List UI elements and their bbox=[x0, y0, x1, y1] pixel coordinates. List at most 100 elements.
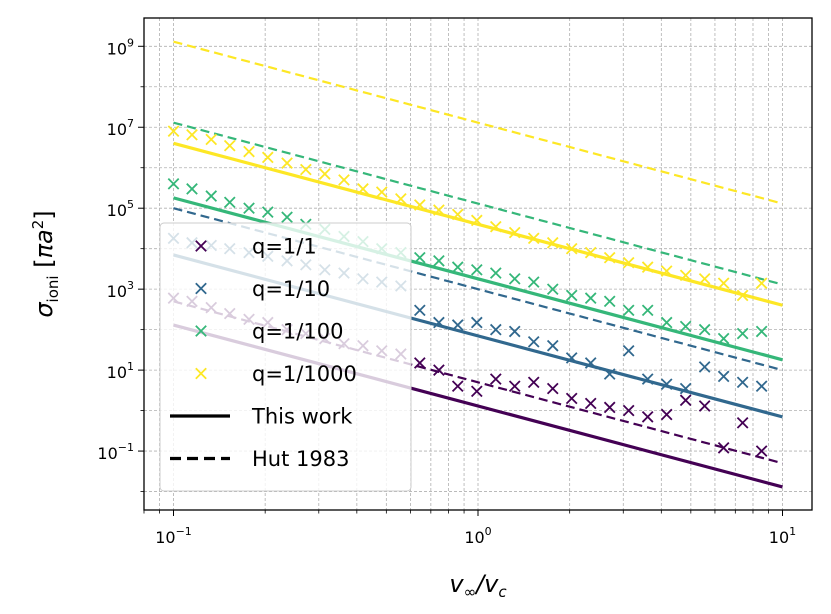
x-axis-title: v∞/vc bbox=[449, 570, 507, 601]
data-point bbox=[413, 199, 426, 211]
grid bbox=[143, 18, 812, 510]
data-point bbox=[508, 272, 521, 285]
data-point bbox=[433, 316, 445, 329]
data-point bbox=[318, 168, 331, 180]
legend-entry: q=1/100 bbox=[195, 320, 343, 344]
data-point bbox=[508, 380, 521, 393]
data-point bbox=[261, 206, 274, 218]
data-point bbox=[660, 316, 673, 329]
legend-marker bbox=[195, 367, 207, 380]
data-point bbox=[508, 226, 521, 239]
data-point bbox=[679, 269, 692, 282]
data-point bbox=[243, 145, 255, 158]
data-point bbox=[546, 382, 559, 395]
data-point bbox=[489, 373, 502, 385]
data-point bbox=[546, 236, 559, 249]
y-axis-title: σioni [πa2] bbox=[29, 210, 62, 317]
data-point bbox=[717, 332, 730, 345]
legend-entry: This work bbox=[170, 405, 353, 429]
data-point bbox=[451, 380, 464, 393]
data-point bbox=[622, 344, 635, 357]
y-tick-label: 105 bbox=[107, 198, 134, 220]
data-point bbox=[717, 277, 730, 290]
legend-marker bbox=[195, 282, 207, 295]
series-4 bbox=[167, 40, 783, 307]
legend-label: q=1/100 bbox=[252, 320, 343, 344]
data-point bbox=[413, 251, 426, 264]
x-tick-label: 10−1 bbox=[155, 525, 192, 547]
data-point bbox=[357, 183, 369, 195]
y-tick-label: 10−1 bbox=[97, 441, 134, 463]
data-point bbox=[527, 276, 540, 288]
data-point bbox=[736, 327, 749, 340]
this-work-line bbox=[173, 141, 783, 307]
data-point bbox=[470, 385, 483, 398]
data-point bbox=[338, 174, 350, 186]
y-tick-label: 107 bbox=[107, 117, 134, 139]
data-point bbox=[565, 352, 578, 364]
data-point bbox=[299, 163, 312, 176]
legend-marker bbox=[195, 325, 207, 337]
data-point bbox=[603, 401, 616, 414]
data-point bbox=[565, 392, 578, 405]
data-point bbox=[641, 411, 654, 423]
legend-label: q=1/1000 bbox=[252, 362, 357, 386]
data-point bbox=[641, 261, 654, 273]
x-tick-label: 100 bbox=[464, 525, 491, 547]
y-tick-label: 109 bbox=[107, 36, 134, 58]
data-point bbox=[489, 323, 502, 336]
legend-label: q=1/10 bbox=[252, 277, 330, 301]
data-point bbox=[205, 133, 218, 146]
legend-entry: q=1/1 bbox=[195, 235, 317, 259]
data-point bbox=[736, 376, 749, 389]
legend-label: Hut 1983 bbox=[252, 447, 349, 471]
data-point bbox=[565, 242, 578, 255]
data-point bbox=[433, 255, 445, 267]
data-point bbox=[755, 445, 768, 457]
data-point bbox=[679, 382, 692, 395]
data-point bbox=[603, 251, 616, 264]
legend-marker bbox=[195, 240, 207, 252]
data-point bbox=[698, 272, 711, 285]
data-point bbox=[508, 325, 521, 338]
data-point bbox=[622, 404, 635, 417]
data-point bbox=[603, 295, 616, 308]
data-point bbox=[167, 177, 180, 190]
data-point bbox=[223, 139, 236, 152]
data-point bbox=[736, 289, 749, 302]
data-point bbox=[736, 416, 749, 429]
data-point bbox=[489, 267, 502, 279]
data-point bbox=[717, 370, 730, 383]
data-point bbox=[281, 211, 293, 224]
data-point bbox=[281, 157, 293, 169]
data-point bbox=[755, 325, 768, 338]
data-point bbox=[660, 408, 673, 421]
data-point bbox=[186, 183, 198, 195]
data-point bbox=[755, 380, 768, 393]
data-point bbox=[565, 289, 578, 302]
x-tick-label: 101 bbox=[769, 525, 796, 547]
legend-entry: q=1/1000 bbox=[195, 362, 357, 386]
data-point bbox=[451, 319, 464, 331]
legend: q=1/1 q=1/10 q=1/100 q=1/1000 This work Hut 1… bbox=[159, 222, 412, 492]
data-point bbox=[660, 378, 673, 390]
data-point bbox=[527, 376, 540, 389]
data-point bbox=[470, 316, 483, 329]
data-point bbox=[603, 368, 616, 380]
data-point bbox=[527, 232, 540, 245]
data-point bbox=[205, 190, 218, 202]
y-tick-label: 103 bbox=[107, 279, 134, 301]
data-point bbox=[433, 364, 445, 376]
data-point bbox=[698, 400, 711, 412]
data-point bbox=[622, 304, 635, 317]
data-point bbox=[717, 442, 730, 454]
data-point bbox=[679, 320, 692, 333]
hut-1983-line bbox=[173, 40, 783, 205]
data-point bbox=[755, 277, 768, 290]
data-point bbox=[622, 256, 635, 269]
data-point bbox=[679, 394, 692, 407]
data-point bbox=[261, 151, 274, 164]
data-point bbox=[546, 283, 559, 295]
data-point bbox=[584, 292, 597, 304]
hut-1983-line bbox=[173, 121, 783, 286]
